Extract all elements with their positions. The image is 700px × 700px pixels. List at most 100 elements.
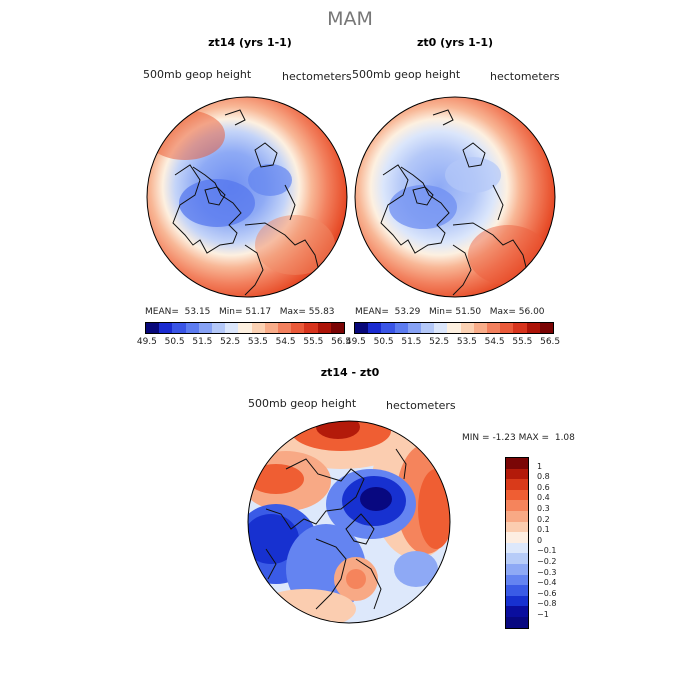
colorbar-swatch — [506, 542, 528, 554]
diff-panel-units-label: hectometers — [386, 399, 456, 412]
panel-2-colorbar — [354, 322, 554, 334]
colorbar-swatch — [212, 323, 226, 333]
colorbar-swatch — [238, 323, 252, 333]
colorbar-swatch — [394, 323, 408, 333]
colorbar-tick-label: −0.6 — [537, 588, 557, 598]
colorbar-swatch — [506, 458, 528, 469]
diff-panel-coastlines — [265, 448, 407, 610]
colorbar-tick-label: 52.5 — [220, 337, 241, 347]
colorbar-swatch — [506, 521, 528, 533]
colorbar-tick-label: 55.5 — [512, 337, 533, 347]
colorbar-swatch — [421, 323, 435, 333]
panel-1-map-border — [146, 96, 348, 298]
diff-panel-min-label: MIN = — [462, 433, 490, 443]
colorbar-tick-label: 0.6 — [537, 482, 550, 492]
colorbar-tick-label: 52.5 — [429, 337, 450, 347]
panel-2-polar-map — [354, 96, 556, 298]
colorbar-tick-label: 0.8 — [537, 472, 550, 482]
colorbar-tick-label: −0.2 — [537, 557, 557, 566]
colorbar-swatch — [264, 323, 279, 333]
colorbar-tick-label: 51.5 — [192, 337, 213, 347]
panel-1-min-value: 51.17 — [245, 307, 272, 317]
colorbar-swatch — [473, 323, 488, 333]
panel-2-map-border — [354, 96, 556, 298]
colorbar-swatch — [447, 323, 461, 333]
panel-2-mean-label: MEAN= — [355, 307, 389, 317]
colorbar-swatch — [506, 606, 528, 617]
diff-panel-field-label: 500mb geop height — [248, 397, 357, 410]
colorbar-swatch — [526, 323, 540, 333]
colorbar-swatch — [506, 500, 528, 511]
colorbar-swatch — [146, 323, 160, 333]
colorbar-tick-label: 56.5 — [331, 337, 352, 347]
panel-2-max-value: 56.00 — [518, 307, 545, 317]
diff-panel-max-value: 1.08 — [554, 433, 575, 443]
colorbar-swatch — [506, 489, 528, 501]
colorbar-swatch — [198, 323, 213, 333]
colorbar-swatch — [278, 323, 292, 333]
colorbar-tick-label: 49.5 — [345, 337, 366, 347]
colorbar-tick-label: 50.5 — [373, 337, 394, 347]
colorbar-swatch — [506, 595, 528, 607]
diff-panel-stats: MIN = -1.23 MAX = 1.08 — [462, 433, 575, 443]
colorbar-tick-label: 0.4 — [537, 493, 550, 503]
colorbar-tick-label: 0.1 — [537, 525, 550, 535]
panel-2-mean-value: 53.29 — [394, 307, 421, 317]
panel-1-stats: MEAN= 53.15 Min= 51.17 Max= 55.83 — [145, 307, 335, 317]
diff-panel-colorbar — [505, 457, 529, 629]
diff-panel-map-border — [247, 420, 451, 624]
colorbar-swatch — [172, 323, 186, 333]
colorbar-swatch — [487, 323, 501, 333]
panel-2-title: zt0 (yrs 1-1) — [416, 36, 494, 49]
colorbar-tick-label: 54.5 — [484, 337, 505, 347]
colorbar-swatch — [368, 323, 382, 333]
colorbar-tick-label: 55.5 — [303, 337, 324, 347]
panel-1-min-label: Min= — [218, 307, 243, 317]
colorbar-swatch — [539, 323, 554, 333]
colorbar-tick-label: 50.5 — [164, 337, 185, 347]
colorbar-tick-label: 0.2 — [537, 514, 550, 524]
figure-title: MAM — [327, 8, 373, 30]
colorbar-swatch — [506, 553, 528, 564]
panel-1-coastlines — [172, 109, 321, 296]
panel-2-stats: MEAN= 53.29 Min= 51.50 Max= 56.00 — [355, 307, 545, 317]
panel-1-polar-map — [146, 96, 348, 298]
colorbar-swatch — [513, 323, 527, 333]
panel-1-colorbar-labels: 49.5 50.5 51.5 52.5 53.5 54.5 55.5 56.5 — [133, 337, 355, 347]
colorbar-swatch — [330, 323, 345, 333]
panel-2-max-label: Max= — [489, 307, 516, 317]
colorbar-tick-label: 51.5 — [401, 337, 422, 347]
colorbar-swatch — [407, 323, 422, 333]
diff-panel-colorbar-labels: 1 0.8 0.6 0.4 0.3 0.2 0.1 0 −0.1 −0.2 −0.3 −0.4 −0.6… — [537, 457, 577, 627]
colorbar-tick-label: 53.5 — [247, 337, 268, 347]
panel-2-field-label: 500mb geop height — [352, 68, 461, 81]
colorbar-swatch — [500, 323, 514, 333]
colorbar-swatch — [159, 323, 173, 333]
colorbar-tick-label: 0 — [537, 535, 543, 545]
colorbar-swatch — [506, 574, 528, 586]
panel-1-units-label: hectometers — [282, 70, 352, 83]
colorbar-tick-label: −0.8 — [537, 599, 557, 609]
panel-1-max-value: 55.83 — [308, 307, 335, 317]
colorbar-swatch — [506, 510, 528, 522]
colorbar-tick-label: 0.3 — [537, 504, 550, 513]
panel-2-colorbar-labels: 49.5 50.5 51.5 52.5 53.5 54.5 55.5 56.5 — [342, 337, 564, 347]
diff-panel-max-label: MAX = — [518, 433, 550, 443]
colorbar-tick-label: 56.5 — [540, 337, 561, 347]
colorbar-swatch — [506, 616, 528, 628]
panel-2-min-value: 51.50 — [455, 307, 482, 317]
colorbar-swatch — [291, 323, 305, 333]
panel-1-mean-label: MEAN= — [145, 307, 179, 317]
panel-2-units-label: hectometers — [490, 70, 560, 83]
colorbar-tick-label: −0.3 — [537, 567, 557, 577]
diff-panel-min-value: -1.23 — [492, 433, 516, 443]
colorbar-swatch — [317, 323, 331, 333]
diff-panel-title: zt14 - zt0 — [320, 366, 380, 379]
colorbar-swatch — [304, 323, 318, 333]
colorbar-tick-label: −1 — [537, 610, 549, 619]
panel-1-title: zt14 (yrs 1-1) — [208, 36, 292, 49]
colorbar-swatch — [225, 323, 239, 333]
colorbar-tick-label: 49.5 — [136, 337, 157, 347]
colorbar-swatch — [506, 585, 528, 596]
panel-1-mean-value: 53.15 — [184, 307, 211, 317]
